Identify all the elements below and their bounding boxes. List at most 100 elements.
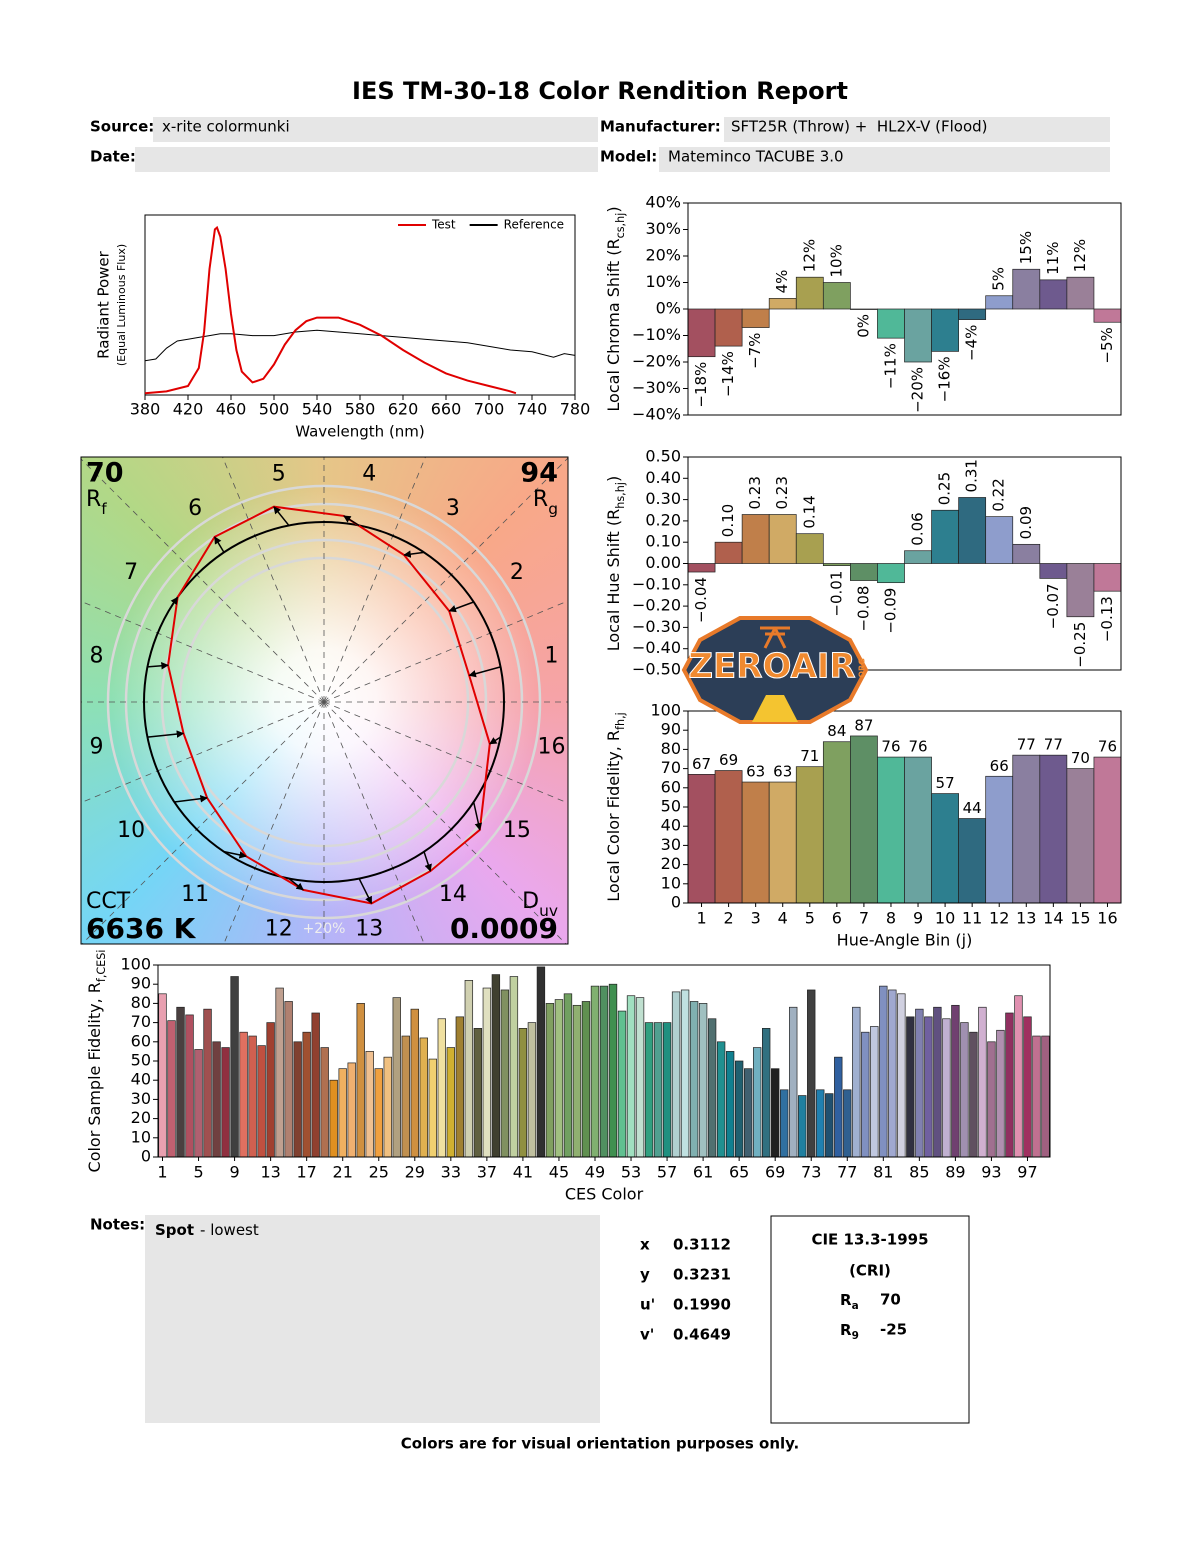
x-tick-label: 17	[296, 1163, 316, 1182]
bar	[906, 1016, 915, 1158]
bar	[822, 282, 851, 310]
bar	[167, 1020, 176, 1158]
rg-label: Rg	[533, 487, 558, 518]
x-tick-label: 9	[229, 1163, 239, 1182]
bar	[1039, 279, 1068, 310]
bar	[383, 1056, 392, 1158]
logo-icon	[760, 626, 790, 649]
y-tick-label: 80	[661, 739, 681, 758]
bar	[221, 1047, 230, 1158]
bar	[446, 1047, 456, 1158]
bar	[329, 1079, 338, 1158]
rf-label-sub: f	[101, 500, 107, 518]
bar	[365, 1051, 374, 1158]
y-tick-label: 0%	[656, 299, 681, 318]
legend-label: Reference	[504, 218, 564, 232]
shift-arrow	[223, 850, 247, 859]
y-tick-label: 0	[671, 893, 681, 912]
bar	[942, 1018, 951, 1158]
bar	[877, 756, 905, 904]
y-axis-label: Local Hue Shift (Rhs,hj)	[604, 476, 627, 651]
y-tick-label: 100	[650, 701, 681, 720]
y-axis-label: Local Color Fidelity, Rfh,j	[604, 712, 627, 902]
bar	[239, 1031, 248, 1158]
notes-text: Spot - lowest	[155, 1221, 259, 1239]
bar	[536, 966, 546, 1158]
data-label: 77	[1044, 736, 1063, 754]
x-tick-label: 1	[696, 909, 706, 928]
bar	[608, 983, 618, 1158]
x-tick-label: 1	[157, 1163, 167, 1182]
bar	[798, 1095, 807, 1158]
x-axis-label: Hue-Angle Bin (j)	[837, 931, 973, 950]
logo: ZEROAIR ORG	[681, 616, 869, 724]
y-tick-label: 0.30	[645, 489, 681, 508]
data-label: −7%	[746, 333, 764, 369]
y-tick-label: 20	[131, 1108, 151, 1127]
bin-label: 3	[446, 496, 460, 521]
data-label: 71	[800, 747, 819, 765]
data-label: 5%	[990, 267, 1008, 291]
data-label: −0.08	[854, 586, 872, 632]
bar	[852, 1006, 861, 1158]
bar	[257, 1045, 266, 1158]
y-tick-label: 40%	[645, 193, 681, 212]
title: IES TM-30-18 Color Rendition Report	[352, 77, 848, 105]
data-label: 4%	[773, 270, 791, 294]
rf-label: Rf	[86, 487, 107, 518]
bar	[915, 1008, 924, 1158]
data-label: 0.31	[963, 459, 981, 492]
chroma-coord-label: y	[640, 1266, 650, 1284]
logo-road	[752, 695, 798, 722]
y-axis-label: Radiant Power	[95, 250, 113, 359]
y-tick-label: −20%	[632, 352, 681, 371]
bar	[1005, 1012, 1014, 1158]
bar	[491, 974, 501, 1158]
bin-label: 12	[265, 917, 293, 942]
bar	[958, 818, 987, 904]
bar	[924, 1016, 933, 1158]
x-tick-label: 3	[751, 909, 761, 928]
bar	[1012, 268, 1041, 310]
x-tick-label: 61	[693, 1163, 713, 1182]
field-value: SFT25R (Throw) + HL2X-V (Flood)	[731, 118, 988, 136]
y-tick-label: 70	[661, 758, 681, 777]
data-label: 0.23	[746, 476, 764, 509]
bar	[356, 1003, 365, 1158]
bar	[714, 541, 743, 564]
bar	[816, 1089, 825, 1158]
rg-value: 94	[520, 458, 558, 489]
notes-label: Notes:	[90, 1216, 145, 1234]
data-label: −14%	[719, 351, 737, 397]
y-tick-label: 0.10	[645, 532, 681, 551]
y-axis-label-sub: hs,hj	[614, 482, 627, 509]
bar	[1093, 308, 1122, 323]
x-tick-label: 14	[1043, 909, 1063, 928]
data-label: 0.25	[936, 472, 954, 505]
y-axis-label: Local Chroma Shift (Rcs,hj)	[604, 206, 627, 411]
bar	[1039, 563, 1068, 579]
cri-title: CIE 13.3-1995	[811, 1231, 928, 1249]
bar	[707, 1018, 717, 1158]
bar	[931, 793, 959, 904]
bar	[482, 987, 492, 1158]
cri-symbol-main: R	[840, 1321, 852, 1339]
x-tick-label: 25	[369, 1163, 389, 1182]
data-label: −0.07	[1044, 583, 1062, 629]
shift-arrow	[472, 801, 483, 831]
bar	[1012, 754, 1041, 904]
data-label: −0.25	[1071, 622, 1089, 668]
y-axis-note: (Equal Luminous Flux)	[115, 244, 128, 366]
data-label: 63	[746, 763, 765, 781]
bar	[1032, 1035, 1041, 1158]
shift-arrow	[170, 596, 179, 606]
y-axis-label-sub: cs,hj	[614, 213, 627, 239]
data-label: −0.01	[827, 571, 845, 617]
cct-value: 6636 K	[86, 912, 197, 945]
x-tick-label: 69	[765, 1163, 785, 1182]
x-tick-label: 460	[216, 400, 247, 419]
bar	[203, 1008, 212, 1158]
y-tick-label: −0.30	[632, 617, 681, 636]
bar	[795, 766, 824, 904]
x-axis-label: Wavelength (nm)	[295, 423, 425, 441]
